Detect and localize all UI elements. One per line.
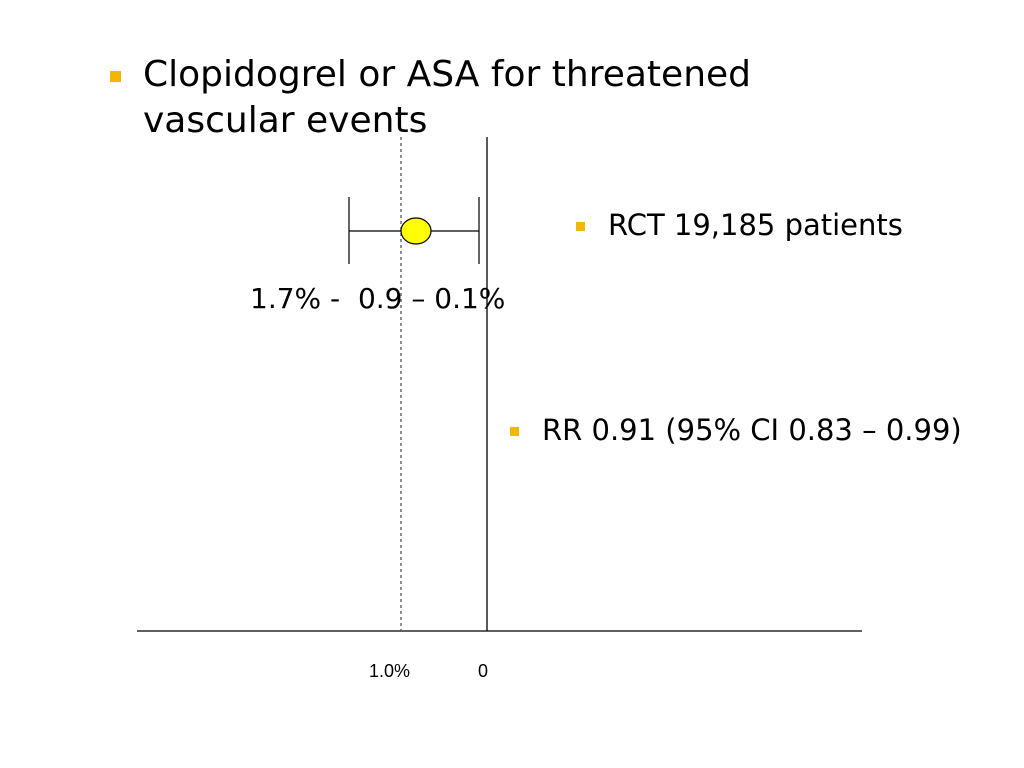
rct-bullet-icon [576, 222, 585, 231]
tick-label-reference: 1.0% [369, 661, 411, 681]
tick-label-zero: 0 [478, 661, 489, 681]
rr-bullet-icon [510, 427, 519, 436]
slide-title: Clopidogrel or ASA for threatened vascul… [143, 54, 752, 141]
rct-bullet-text: RCT 19,185 patients [608, 208, 903, 242]
ci-label: 1.7% - 0.9 – 0.1% [250, 282, 506, 315]
title-bullet-icon [110, 71, 121, 82]
rr-bullet-text: RR 0.91 (95% CI 0.83 – 0.99) [542, 413, 962, 447]
point-estimate-marker [400, 217, 432, 245]
